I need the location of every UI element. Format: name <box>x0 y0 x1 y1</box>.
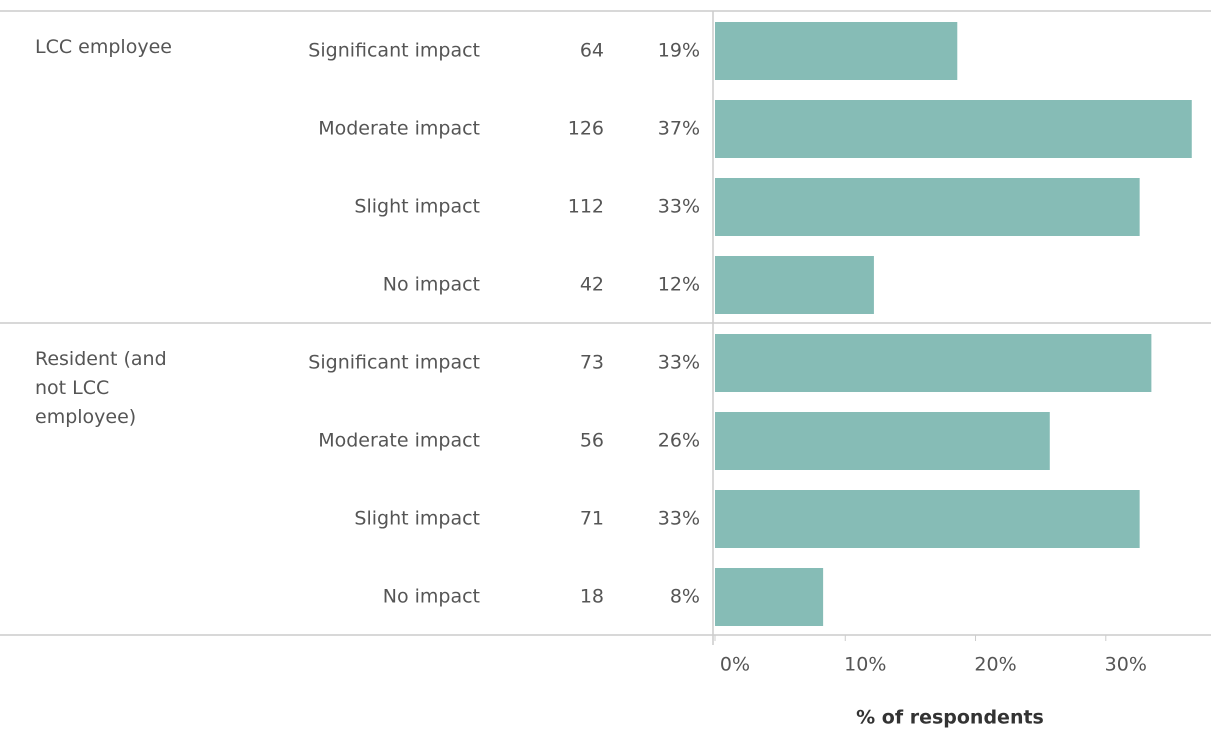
count-label: 112 <box>568 196 604 218</box>
count-label: 126 <box>568 118 604 140</box>
category-label: No impact <box>383 586 480 608</box>
percent-label: 26% <box>658 430 700 452</box>
bar <box>715 100 1192 158</box>
group-name: Resident (and not LCC employee) <box>35 348 167 428</box>
category-label: Moderate impact <box>318 430 480 452</box>
percent-label: 33% <box>658 352 700 374</box>
x-tick-label: 30% <box>1105 654 1147 676</box>
x-tick-label: 20% <box>974 654 1016 676</box>
percent-label: 12% <box>658 274 700 296</box>
count-label: 56 <box>580 430 604 452</box>
percent-label: 33% <box>658 196 700 218</box>
bar <box>715 412 1050 470</box>
count-label: 18 <box>580 586 604 608</box>
category-label: Moderate impact <box>318 118 480 140</box>
bar <box>715 178 1140 236</box>
percent-label: 37% <box>658 118 700 140</box>
count-label: 42 <box>580 274 604 296</box>
category-label: Significant impact <box>308 352 480 374</box>
count-label: 73 <box>580 352 604 374</box>
category-label: Slight impact <box>354 508 480 530</box>
category-label: No impact <box>383 274 480 296</box>
x-axis-title: % of respondents <box>856 707 1044 729</box>
count-label: 64 <box>580 40 604 62</box>
bar <box>715 490 1140 548</box>
category-label: Slight impact <box>354 196 480 218</box>
x-tick-label: 10% <box>844 654 886 676</box>
group-name: LCC employee <box>35 36 172 58</box>
category-label: Significant impact <box>308 40 480 62</box>
bar <box>715 22 958 80</box>
percent-label: 33% <box>658 508 700 530</box>
percent-label: 19% <box>658 40 700 62</box>
count-label: 71 <box>580 508 604 530</box>
percent-label: 8% <box>670 586 700 608</box>
bar <box>715 568 824 626</box>
bar <box>715 334 1152 392</box>
bar <box>715 256 874 314</box>
x-tick-label: 0% <box>720 654 750 676</box>
